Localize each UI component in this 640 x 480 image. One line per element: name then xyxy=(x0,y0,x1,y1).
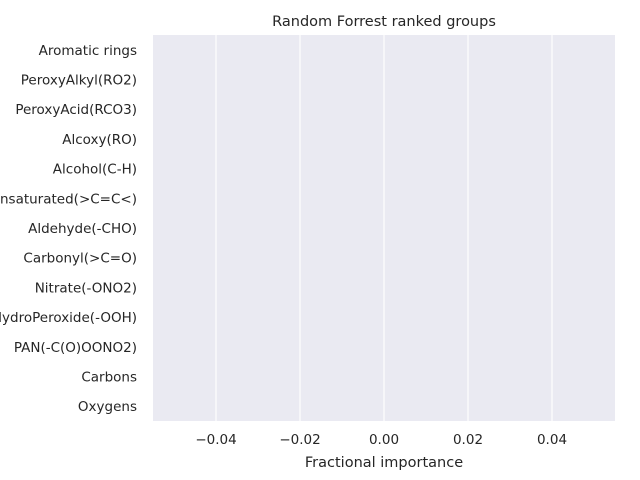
x-tick-labels: −0.04 −0.02 0.00 0.02 0.04 xyxy=(195,432,567,448)
x-tick-label: 0.00 xyxy=(369,432,399,448)
y-tick-label: Carbonyl(>C=O) xyxy=(23,251,137,267)
y-tick-label: HydroPeroxide(-OOH) xyxy=(0,310,137,326)
x-axis-label: Fractional importance xyxy=(305,455,463,471)
chart-title: Random Forrest ranked groups xyxy=(272,14,496,30)
y-tick-label: Aromatic rings xyxy=(39,43,137,59)
y-tick-labels: Aromatic rings PeroxyAlkyl(RO2) PeroxyAcid… xyxy=(0,43,137,415)
y-tick-label: Aldehyde(-CHO) xyxy=(28,221,137,237)
y-tick-label: Carbons xyxy=(81,369,137,385)
y-tick-label: Oxygens xyxy=(78,399,137,415)
y-tick-label: Alcohol(C-H) xyxy=(53,162,137,178)
y-tick-label: PAN(-C(O)OONO2) xyxy=(14,340,137,356)
x-tick-label: −0.04 xyxy=(195,432,236,448)
y-tick-label: Alcoxy(RO) xyxy=(62,132,137,148)
y-tick-label: Unsaturated(>C=C<) xyxy=(0,191,137,207)
x-tick-label: 0.04 xyxy=(537,432,567,448)
y-tick-label: Nitrate(-ONO2) xyxy=(35,280,137,296)
x-tick-label: 0.02 xyxy=(453,432,483,448)
gridlines xyxy=(215,35,553,421)
y-tick-label: PeroxyAcid(RCO3) xyxy=(15,102,137,118)
y-tick-label: PeroxyAlkyl(RO2) xyxy=(21,73,137,89)
x-tick-label: −0.02 xyxy=(279,432,320,448)
